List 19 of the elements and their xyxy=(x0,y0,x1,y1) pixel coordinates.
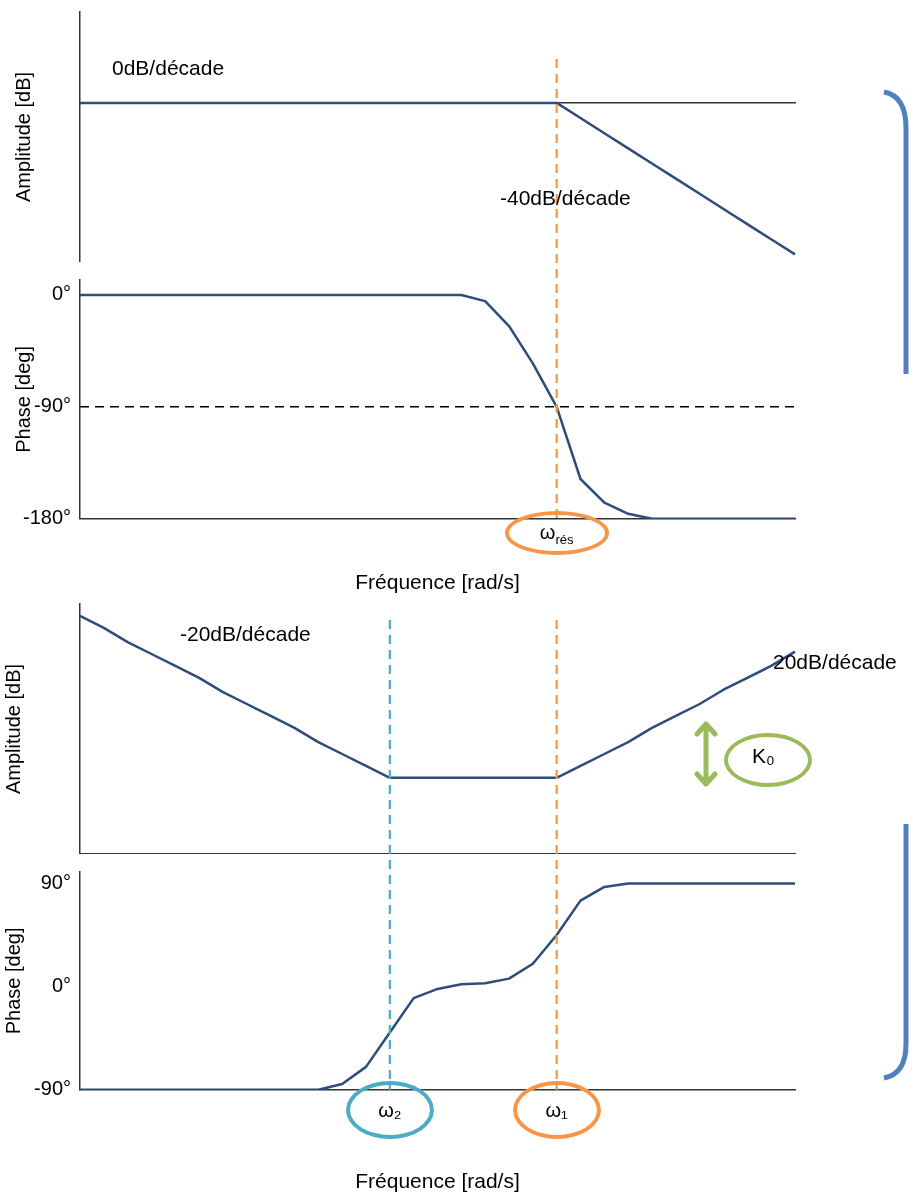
y-axis-title: Phase [deg] xyxy=(1,927,24,1035)
x-axis-title: Fréquence [rad/s] xyxy=(355,1169,520,1193)
x-tick-label: ω₂ xyxy=(378,1098,402,1121)
y-axis-title: Amplitude [dB] xyxy=(11,71,34,203)
y-tick-label: -180° xyxy=(22,506,71,529)
y-tick-label: 0° xyxy=(51,974,71,997)
x-axis-title: Fréquence [rad/s] xyxy=(355,570,520,594)
annotation: K₀ xyxy=(752,744,775,768)
y-tick-label: 90° xyxy=(40,870,71,893)
annotation: 20dB/décade xyxy=(773,650,897,674)
annotation: -20dB/décade xyxy=(180,622,311,646)
annotation: -40dB/décade xyxy=(500,186,631,210)
x-tick-label: ω₁ xyxy=(545,1098,569,1121)
y-tick-label: -90° xyxy=(34,394,71,417)
y-tick-label: 0° xyxy=(51,282,71,305)
y-axis-title: Amplitude [dB] xyxy=(1,663,24,795)
y-axis-title: Phase [deg] xyxy=(11,346,34,453)
y-tick-label: -90° xyxy=(34,1077,71,1100)
text: 0dB/décade xyxy=(112,56,225,80)
